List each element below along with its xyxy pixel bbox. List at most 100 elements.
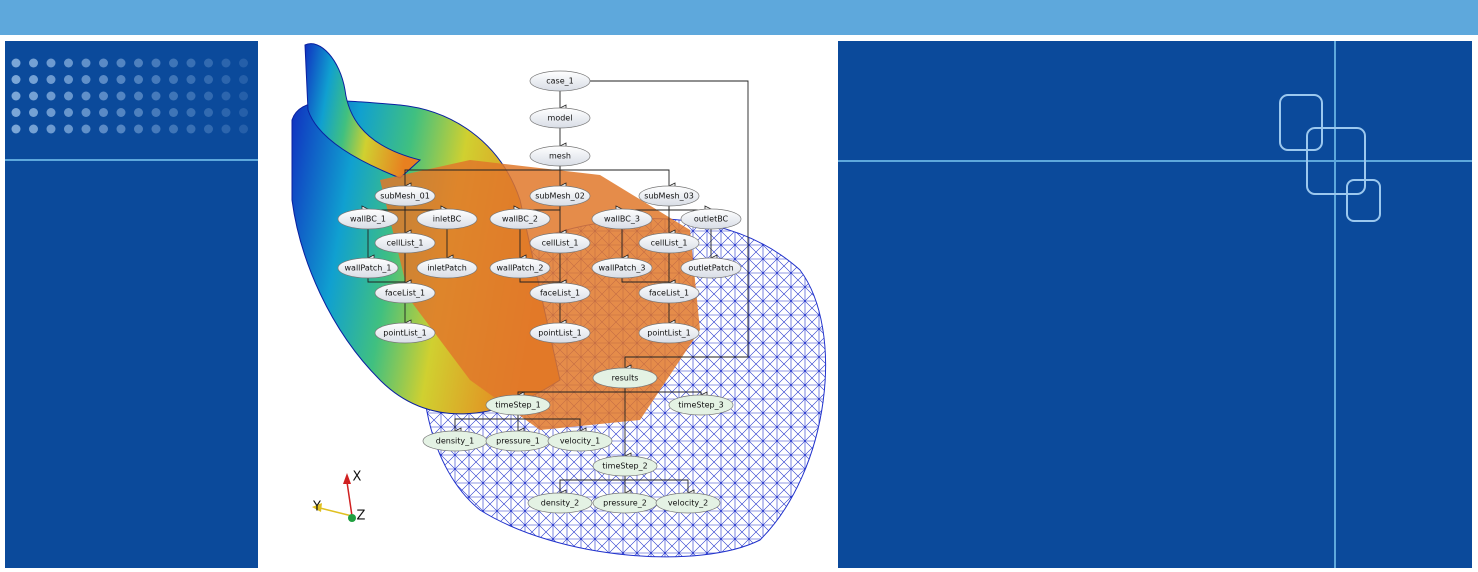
dot <box>116 75 126 84</box>
node-label: wallBC_1 <box>350 215 386 224</box>
node-label: model <box>548 114 573 123</box>
dot <box>11 75 21 84</box>
node <box>638 282 700 304</box>
dot <box>239 108 248 117</box>
dot <box>134 124 143 134</box>
dot <box>64 58 73 68</box>
dot <box>151 75 161 84</box>
node-label: inletPatch <box>427 264 467 273</box>
node-label: pressure_2 <box>603 499 647 508</box>
edge <box>590 80 749 372</box>
dot <box>239 91 248 101</box>
dot <box>11 124 21 134</box>
dot <box>151 91 161 101</box>
node-label: velocity_1 <box>560 437 600 446</box>
dot-grid <box>11 58 248 134</box>
dot <box>46 108 56 117</box>
node <box>592 455 658 477</box>
dot <box>64 91 73 101</box>
node-label: cellList_1 <box>387 239 424 248</box>
edge <box>517 415 587 435</box>
node <box>337 208 399 230</box>
dot <box>204 91 213 101</box>
dot <box>186 108 196 117</box>
node-label: outletPatch <box>688 264 733 273</box>
node-label: timeStep_3 <box>678 401 723 410</box>
dot <box>81 58 91 68</box>
node <box>638 185 700 207</box>
dot <box>169 75 178 84</box>
edge <box>519 278 567 287</box>
dot <box>46 124 56 134</box>
dot <box>151 108 161 117</box>
dot <box>221 108 231 117</box>
node-label: faceList_1 <box>649 289 689 298</box>
node <box>668 394 734 416</box>
node <box>655 492 721 514</box>
node-label: velocity_2 <box>668 499 708 508</box>
dot <box>99 91 108 101</box>
node <box>638 232 700 254</box>
node-label: faceList_1 <box>385 289 425 298</box>
dot <box>64 108 73 117</box>
dot <box>99 108 108 117</box>
node-label: pressure_1 <box>496 437 540 446</box>
dot <box>134 108 143 117</box>
dot <box>239 58 248 68</box>
axis-triad: X Y Z <box>312 470 366 524</box>
left-panel <box>5 41 258 568</box>
node <box>374 282 436 304</box>
dot <box>116 91 126 101</box>
dot <box>46 75 56 84</box>
dot <box>151 124 161 134</box>
dot <box>116 124 126 134</box>
dot <box>151 58 161 68</box>
right-panel <box>838 41 1472 568</box>
axis-label: Y <box>312 500 321 515</box>
node-label: subMesh_03 <box>644 192 694 201</box>
node <box>489 208 551 230</box>
dot <box>11 91 21 101</box>
node <box>529 322 591 344</box>
node <box>529 185 591 207</box>
node <box>527 492 593 514</box>
node <box>416 257 478 279</box>
dot <box>46 91 56 101</box>
dot <box>134 91 143 101</box>
dot <box>29 91 38 101</box>
node-label: results <box>612 374 639 383</box>
node-label: mesh <box>549 152 571 161</box>
dot <box>169 91 178 101</box>
edge <box>559 166 676 190</box>
decor-squares <box>1279 94 1381 222</box>
dot <box>204 75 213 84</box>
edge <box>621 278 676 287</box>
node <box>416 208 478 230</box>
dot <box>81 124 91 134</box>
dot <box>29 124 38 134</box>
node <box>489 257 551 279</box>
node <box>529 282 591 304</box>
node <box>638 322 700 344</box>
dot <box>204 58 213 68</box>
dot <box>186 124 196 134</box>
dot <box>29 75 38 84</box>
dot <box>81 108 91 117</box>
dot <box>81 91 91 101</box>
node <box>529 145 591 167</box>
dot <box>204 108 213 117</box>
dot <box>169 108 178 117</box>
node-label: cellList_1 <box>651 239 688 248</box>
axis-label: Z <box>357 509 366 524</box>
node-label: outletBC <box>694 215 729 224</box>
dot <box>116 108 126 117</box>
node-label: subMesh_01 <box>380 192 430 201</box>
dot <box>239 75 248 84</box>
dot <box>99 58 108 68</box>
node-label: subMesh_02 <box>535 192 585 201</box>
dot <box>81 75 91 84</box>
edge <box>624 476 695 497</box>
node <box>374 232 436 254</box>
